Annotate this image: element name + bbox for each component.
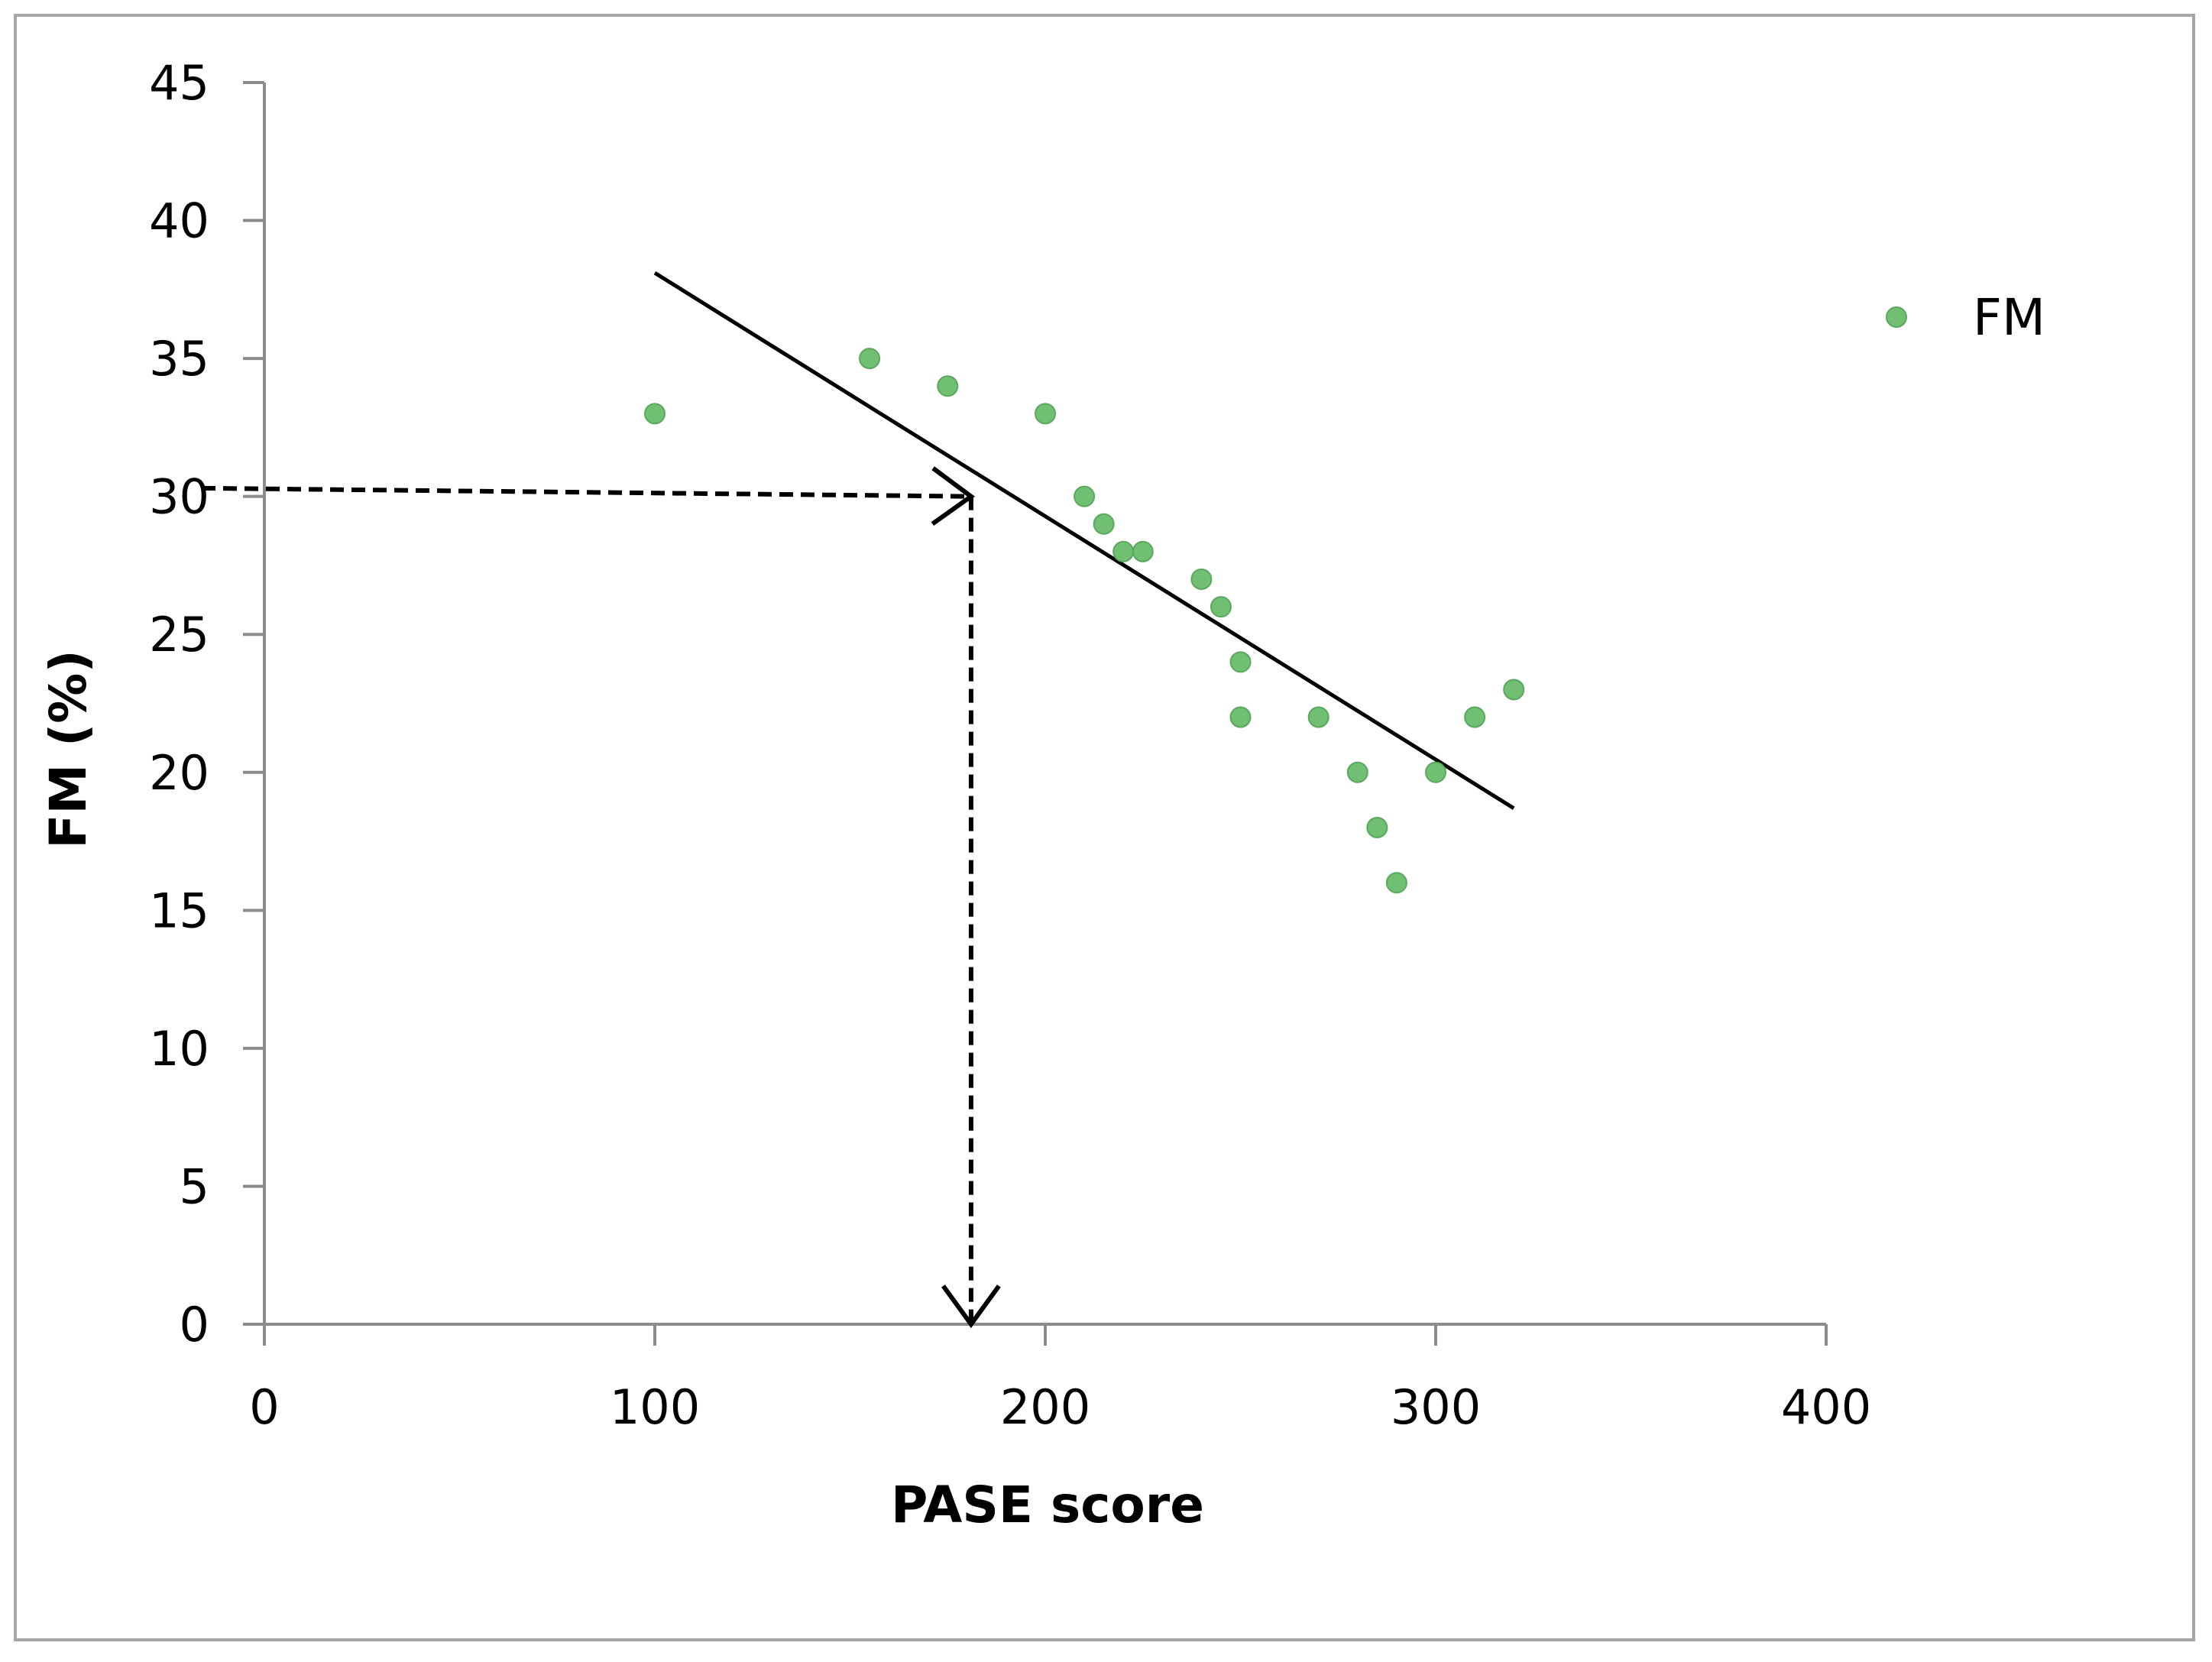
data-point [1425, 761, 1446, 783]
x-tick-label: 100 [610, 1379, 700, 1435]
dashed-arrow-line [201, 485, 971, 499]
annotations [201, 466, 1001, 1329]
y-tick-label: 35 [149, 331, 209, 387]
data-point [1074, 485, 1096, 507]
legend-marker [1886, 306, 1907, 328]
data-point [1385, 872, 1407, 894]
y-tick-label: 5 [180, 1158, 209, 1214]
trendline [653, 271, 1515, 810]
data-point [1366, 817, 1388, 838]
y-tick-label: 10 [149, 1021, 209, 1077]
data-point [937, 375, 959, 397]
legend: FM [1886, 288, 2045, 347]
data-point [1503, 679, 1525, 701]
data-point [859, 348, 881, 370]
y-axis-title: FM (%) [39, 650, 98, 848]
y-tick-label: 30 [149, 469, 209, 525]
y-tick-label: 15 [149, 883, 209, 938]
y-tick-label: 45 [149, 55, 209, 111]
data-point [1035, 403, 1056, 425]
x-tick-label: 0 [249, 1379, 279, 1435]
data-point [644, 403, 666, 425]
data-point [1112, 540, 1135, 562]
y-tick-label: 0 [180, 1297, 209, 1353]
x-tick-label: 200 [1000, 1379, 1090, 1435]
dashed-arrow-head [941, 1285, 1001, 1329]
data-point [1464, 706, 1486, 728]
y-tick-label: 20 [149, 745, 209, 801]
y-tick-label: 40 [149, 193, 209, 249]
data-point [1346, 761, 1368, 783]
axes: 0 5 10 15 20 25 30 35 40 45 0 100 200 300 400 [149, 55, 1871, 1435]
data-point [1132, 540, 1154, 562]
x-tick-label: 400 [1781, 1379, 1871, 1435]
data-points [644, 348, 1525, 894]
x-tick-label: 300 [1391, 1379, 1481, 1435]
data-point [1307, 706, 1329, 728]
trendline-layer [653, 271, 1515, 810]
data-point [1210, 596, 1232, 618]
legend-label: FM [1973, 288, 2045, 347]
data-point [1229, 706, 1252, 728]
chart-frame [14, 14, 2195, 1641]
y-tick-label: 25 [149, 607, 209, 663]
x-axis-title: PASE score [891, 1476, 1204, 1534]
data-point [1190, 569, 1213, 590]
data-point [1093, 513, 1115, 535]
data-point [1229, 651, 1252, 673]
